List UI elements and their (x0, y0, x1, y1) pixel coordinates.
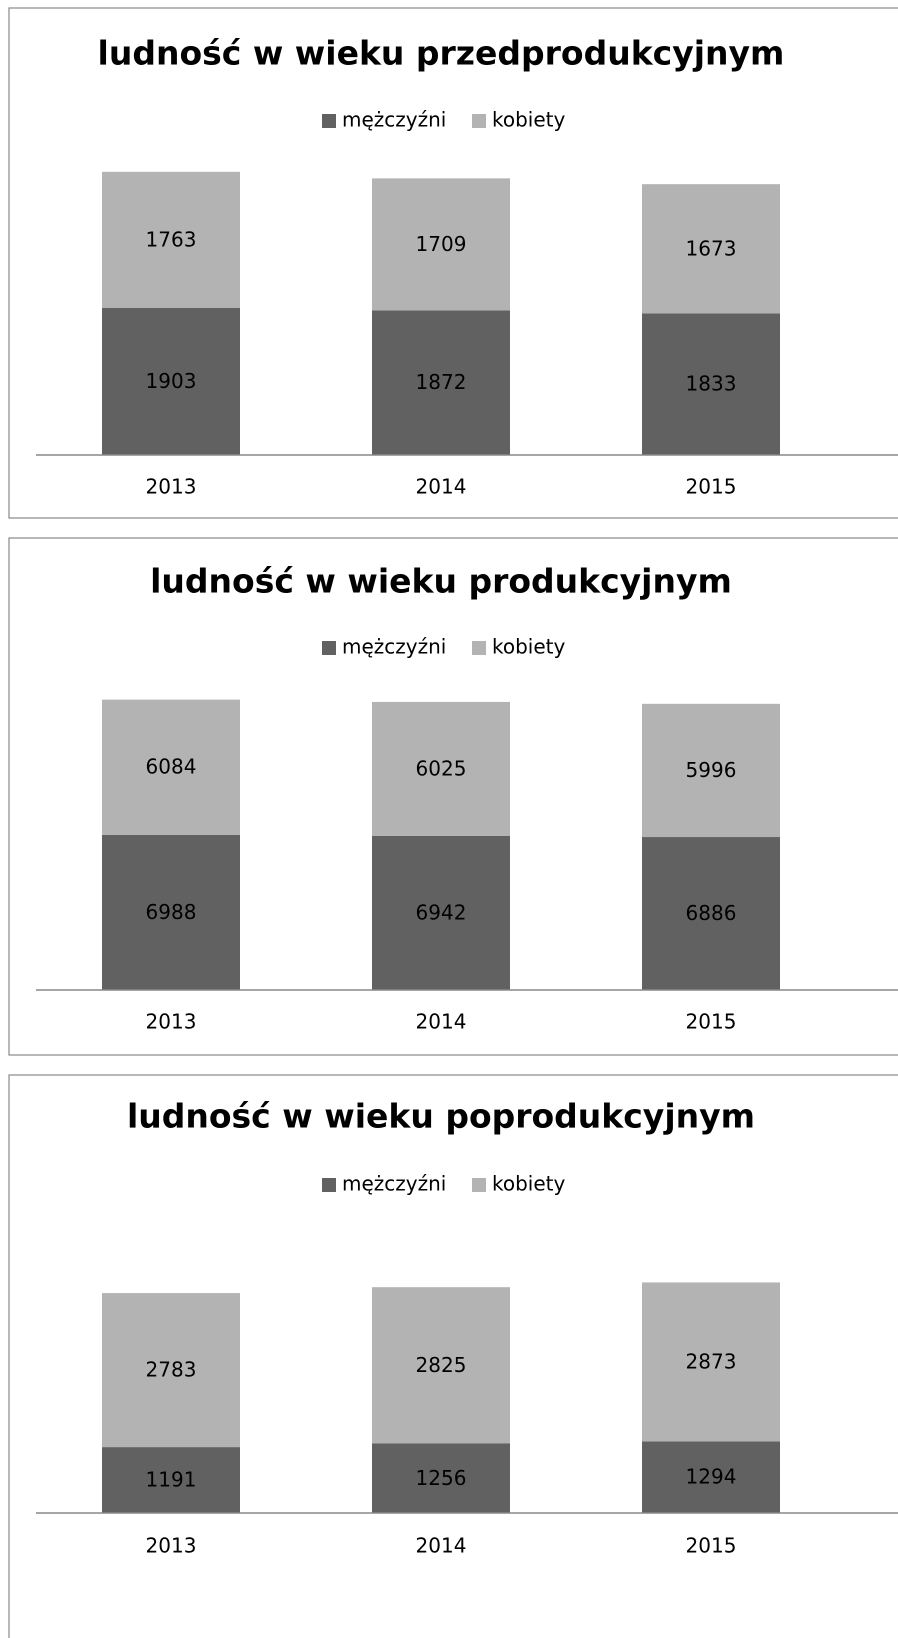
data-label: 2783 (146, 1358, 197, 1382)
data-label: 1294 (686, 1465, 737, 1489)
bar-segment (102, 307, 240, 455)
bar-segment (102, 699, 240, 835)
chart-title: ludność w wieku przedprodukcyjnym (98, 34, 785, 73)
legend-swatch (322, 641, 336, 655)
data-label: 1872 (416, 370, 467, 394)
chart-title: ludność w wieku poprodukcyjnym (127, 1097, 755, 1136)
legend-swatch (472, 1178, 486, 1192)
bar-segment (372, 310, 510, 455)
data-label: 1191 (146, 1468, 197, 1492)
bar-segment (102, 171, 240, 308)
bar-segment (642, 837, 780, 990)
x-tick-label: 2015 (686, 475, 737, 499)
x-tick-label: 2014 (416, 475, 467, 499)
x-tick-label: 2014 (416, 1010, 467, 1034)
bar-segment (642, 1282, 780, 1442)
x-tick-label: 2015 (686, 1010, 737, 1034)
chart-title: ludność w wieku produkcyjnym (150, 562, 732, 601)
x-tick-label: 2015 (686, 1534, 737, 1558)
data-label: 2873 (686, 1349, 737, 1373)
data-label: 5996 (686, 758, 737, 782)
x-tick-label: 2013 (146, 475, 197, 499)
legend-label: mężczyźni (342, 635, 446, 659)
legend-label: kobiety (492, 1172, 566, 1196)
data-label: 1256 (416, 1466, 467, 1490)
x-tick-label: 2014 (416, 1534, 467, 1558)
data-label: 6988 (146, 900, 197, 924)
data-label: 6025 (416, 756, 467, 780)
data-label: 1673 (686, 236, 737, 260)
legend-label: mężczyźni (342, 1172, 446, 1196)
bar-segment (372, 701, 510, 836)
bar-segment (102, 834, 240, 990)
bar-segment (642, 703, 780, 838)
bar-segment (642, 184, 780, 314)
data-label: 6942 (416, 900, 467, 924)
x-tick-label: 2013 (146, 1534, 197, 1558)
legend-label: mężczyźni (342, 108, 446, 132)
bar-segment (372, 1443, 510, 1513)
bar-segment (372, 178, 510, 311)
data-label: 6886 (686, 901, 737, 925)
chart-frame (8, 537, 898, 1056)
legend-swatch (472, 114, 486, 128)
legend-swatch (322, 114, 336, 128)
bar-segment (642, 1441, 780, 1513)
legend-swatch (322, 1178, 336, 1192)
x-tick-label: 2013 (146, 1010, 197, 1034)
bar-segment (642, 313, 780, 455)
legend-label: kobiety (492, 635, 566, 659)
data-label: 2825 (416, 1353, 467, 1377)
legend-label: kobiety (492, 108, 566, 132)
data-label: 1903 (146, 369, 197, 393)
legend-swatch (472, 641, 486, 655)
bar-segment (102, 1447, 240, 1513)
bar-segment (372, 1287, 510, 1444)
data-label: 1763 (146, 227, 197, 251)
chart-frame (8, 7, 898, 519)
data-label: 1709 (416, 232, 467, 256)
data-label: 1833 (686, 372, 737, 396)
bar-segment (372, 835, 510, 990)
data-label: 6084 (146, 755, 197, 779)
bar-segment (102, 1293, 240, 1448)
chart-frame (8, 1074, 898, 1638)
